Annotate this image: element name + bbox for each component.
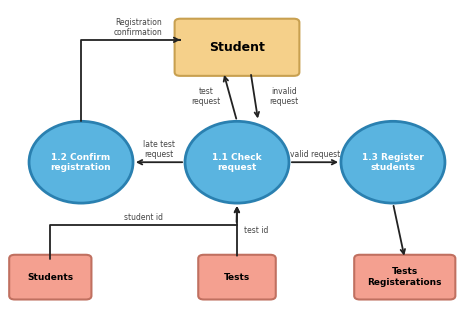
Text: Tests
Registerations: Tests Registerations xyxy=(367,267,442,287)
Text: late test
request: late test request xyxy=(143,140,175,159)
Text: Registration
confirmation: Registration confirmation xyxy=(114,18,163,37)
Text: Student: Student xyxy=(209,41,265,54)
FancyBboxPatch shape xyxy=(198,255,276,300)
Text: invalid
request: invalid request xyxy=(270,87,299,106)
Text: 1.2 Confirm
registration: 1.2 Confirm registration xyxy=(51,153,111,172)
Text: Students: Students xyxy=(27,273,73,282)
Ellipse shape xyxy=(341,121,445,203)
FancyBboxPatch shape xyxy=(174,19,300,76)
Text: 1.3 Register
students: 1.3 Register students xyxy=(362,153,424,172)
Ellipse shape xyxy=(29,121,133,203)
Ellipse shape xyxy=(185,121,289,203)
Text: valid request: valid request xyxy=(290,150,340,159)
Text: 1.1 Check
request: 1.1 Check request xyxy=(212,153,262,172)
FancyBboxPatch shape xyxy=(354,255,456,300)
Text: student id: student id xyxy=(124,212,163,222)
FancyBboxPatch shape xyxy=(9,255,91,300)
Text: test id: test id xyxy=(244,226,268,235)
Text: Tests: Tests xyxy=(224,273,250,282)
Text: test
request: test request xyxy=(191,87,221,106)
